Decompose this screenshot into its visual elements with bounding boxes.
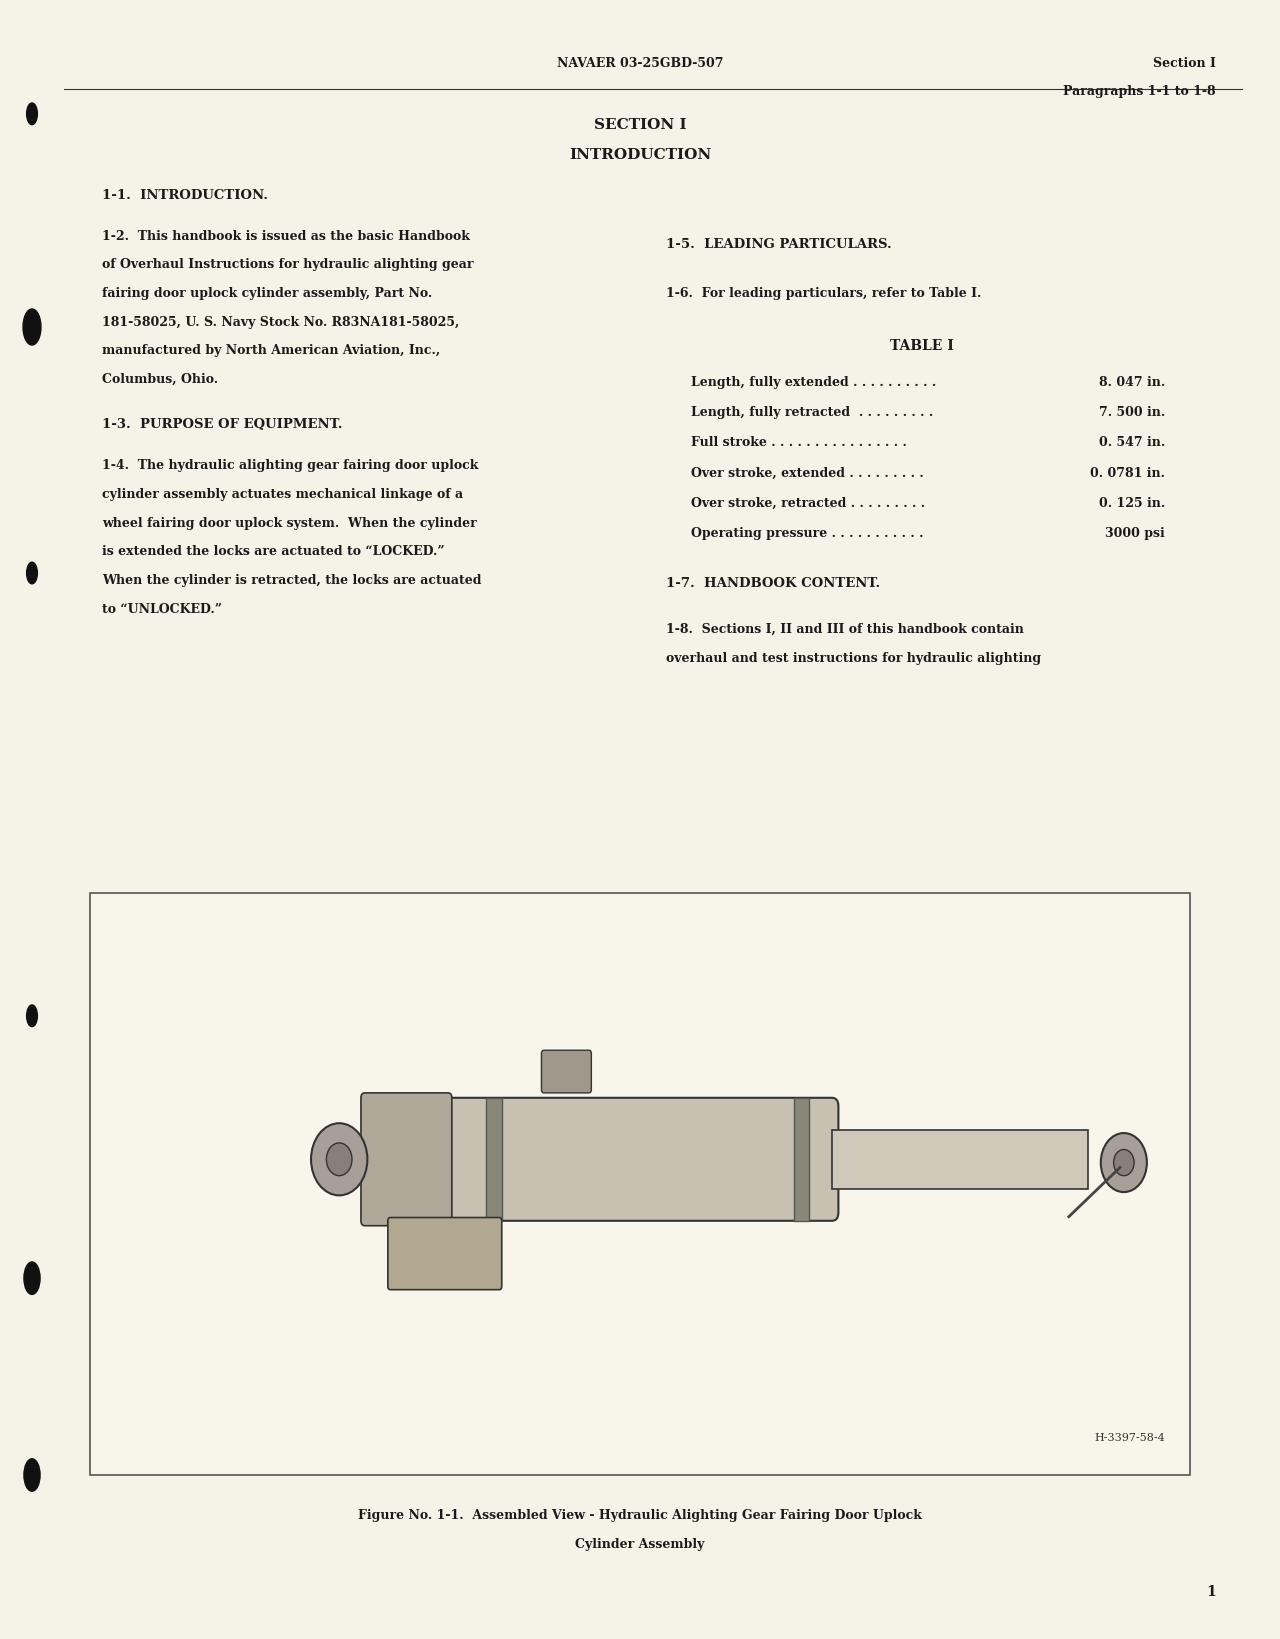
Ellipse shape	[27, 103, 37, 126]
Text: 1-8.  Sections I, II and III of this handbook contain: 1-8. Sections I, II and III of this hand…	[666, 623, 1024, 636]
Circle shape	[1114, 1151, 1134, 1177]
Text: 3000 psi: 3000 psi	[1105, 526, 1165, 539]
Text: 0. 547 in.: 0. 547 in.	[1098, 436, 1165, 449]
Text: 0. 125 in.: 0. 125 in.	[1098, 497, 1165, 510]
Text: Figure No. 1-1.  Assembled View - Hydraulic Alighting Gear Fairing Door Uplock: Figure No. 1-1. Assembled View - Hydraul…	[358, 1508, 922, 1521]
Text: Over stroke, extended . . . . . . . . .: Over stroke, extended . . . . . . . . .	[691, 465, 924, 479]
Text: of Overhaul Instructions for hydraulic alighting gear: of Overhaul Instructions for hydraulic a…	[102, 257, 474, 270]
FancyBboxPatch shape	[361, 1093, 452, 1226]
Text: 1-5.  LEADING PARTICULARS.: 1-5. LEADING PARTICULARS.	[666, 238, 891, 251]
FancyBboxPatch shape	[541, 1051, 591, 1093]
Text: 1-6.  For leading particulars, refer to Table I.: 1-6. For leading particulars, refer to T…	[666, 287, 980, 300]
Text: Length, fully retracted  . . . . . . . . .: Length, fully retracted . . . . . . . . …	[691, 406, 933, 418]
FancyBboxPatch shape	[416, 1098, 838, 1221]
Text: manufactured by North American Aviation, Inc.,: manufactured by North American Aviation,…	[102, 344, 440, 357]
Text: Operating pressure . . . . . . . . . . .: Operating pressure . . . . . . . . . . .	[691, 526, 924, 539]
Text: is extended the locks are actuated to “LOCKED.”: is extended the locks are actuated to “L…	[102, 544, 445, 557]
Bar	[832, 1131, 1088, 1190]
Ellipse shape	[27, 562, 37, 585]
Text: 0. 0781 in.: 0. 0781 in.	[1089, 465, 1165, 479]
Text: cylinder assembly actuates mechanical linkage of a: cylinder assembly actuates mechanical li…	[102, 487, 463, 500]
Ellipse shape	[23, 310, 41, 346]
Text: 1-1.  INTRODUCTION.: 1-1. INTRODUCTION.	[102, 188, 269, 202]
Ellipse shape	[24, 1262, 40, 1295]
Text: 1-4.  The hydraulic alighting gear fairing door uplock: 1-4. The hydraulic alighting gear fairin…	[102, 459, 479, 472]
Text: 1: 1	[1206, 1583, 1216, 1598]
Text: H-3397-58-4: H-3397-58-4	[1094, 1432, 1165, 1442]
Text: 1-2.  This handbook is issued as the basic Handbook: 1-2. This handbook is issued as the basi…	[102, 229, 470, 243]
Circle shape	[1101, 1134, 1147, 1193]
Text: SECTION I: SECTION I	[594, 118, 686, 133]
Ellipse shape	[27, 1005, 37, 1028]
Text: overhaul and test instructions for hydraulic alighting: overhaul and test instructions for hydra…	[666, 651, 1041, 664]
Text: Over stroke, retracted . . . . . . . . .: Over stroke, retracted . . . . . . . . .	[691, 497, 925, 510]
Text: Full stroke . . . . . . . . . . . . . . . .: Full stroke . . . . . . . . . . . . . . …	[691, 436, 908, 449]
Text: INTRODUCTION: INTRODUCTION	[568, 148, 712, 162]
Bar	[90, 893, 1190, 1475]
Text: Cylinder Assembly: Cylinder Assembly	[575, 1537, 705, 1550]
Text: to “UNLOCKED.”: to “UNLOCKED.”	[102, 602, 223, 615]
Text: 1-7.  HANDBOOK CONTENT.: 1-7. HANDBOOK CONTENT.	[666, 577, 879, 590]
Text: Paragraphs 1-1 to 1-8: Paragraphs 1-1 to 1-8	[1064, 85, 1216, 98]
Text: Columbus, Ohio.: Columbus, Ohio.	[102, 372, 219, 385]
Text: Section I: Section I	[1153, 57, 1216, 70]
Text: TABLE I: TABLE I	[890, 339, 954, 354]
Text: fairing door uplock cylinder assembly, Part No.: fairing door uplock cylinder assembly, P…	[102, 287, 433, 300]
Text: 7. 500 in.: 7. 500 in.	[1098, 406, 1165, 418]
Bar	[794, 1098, 809, 1221]
Text: When the cylinder is retracted, the locks are actuated: When the cylinder is retracted, the lock…	[102, 574, 481, 587]
Circle shape	[311, 1124, 367, 1196]
Text: wheel fairing door uplock system.  When the cylinder: wheel fairing door uplock system. When t…	[102, 516, 477, 529]
FancyBboxPatch shape	[388, 1218, 502, 1290]
Circle shape	[326, 1144, 352, 1177]
Text: Length, fully extended . . . . . . . . . .: Length, fully extended . . . . . . . . .…	[691, 375, 937, 388]
Bar	[486, 1098, 502, 1221]
Text: NAVAER 03-25GBD-507: NAVAER 03-25GBD-507	[557, 57, 723, 70]
Ellipse shape	[24, 1459, 40, 1491]
Text: 181-58025, U. S. Navy Stock No. R83NA181-58025,: 181-58025, U. S. Navy Stock No. R83NA181…	[102, 315, 460, 328]
Text: 1-3.  PURPOSE OF EQUIPMENT.: 1-3. PURPOSE OF EQUIPMENT.	[102, 418, 343, 431]
Text: 8. 047 in.: 8. 047 in.	[1098, 375, 1165, 388]
